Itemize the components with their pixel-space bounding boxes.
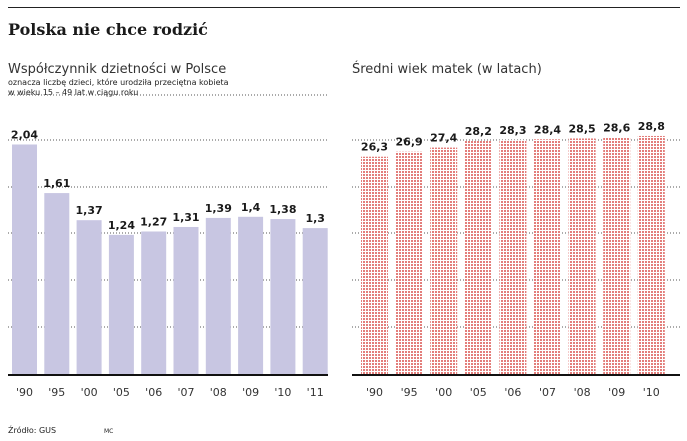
tick-label: '10: [274, 386, 291, 399]
bar: [603, 137, 631, 375]
data-label: 28,2: [465, 125, 492, 138]
bar: [395, 151, 423, 375]
data-label: 1,38: [269, 203, 296, 216]
data-label: 28,5: [569, 122, 596, 135]
bar: [141, 231, 167, 375]
bar: [464, 140, 492, 375]
tick-label: '90: [16, 386, 33, 399]
tick-label: '06: [504, 386, 521, 399]
bar: [76, 220, 102, 375]
data-label: 28,3: [499, 124, 526, 137]
tick-label: '95: [401, 386, 418, 399]
tick-label: '08: [574, 386, 591, 399]
tick-label: '07: [177, 386, 194, 399]
author-credit: MC: [104, 428, 114, 435]
bar: [12, 144, 37, 375]
tick-label: '09: [242, 386, 259, 399]
bar: [361, 156, 388, 375]
bar: [637, 135, 665, 375]
tick-label: '05: [470, 386, 487, 399]
chart-1-subtitle-1: oznacza liczbę dzieci, które urodziła pr…: [8, 78, 229, 87]
data-label: 1,37: [76, 204, 103, 217]
chart-2-title: Średni wiek matek (w latach): [352, 62, 542, 77]
bar: [173, 226, 199, 375]
data-label: 28,8: [638, 120, 665, 133]
data-label: 26,3: [361, 141, 388, 154]
bar: [205, 217, 231, 375]
tick-label: '09: [608, 386, 625, 399]
data-label: 28,4: [534, 123, 561, 136]
tick-label: '05: [113, 386, 130, 399]
data-label: 1,31: [172, 211, 199, 224]
bar: [108, 234, 134, 375]
tick-label: '11: [307, 386, 324, 399]
tick-label: '90: [366, 386, 383, 399]
top-rule: [8, 7, 680, 8]
tick-label: '07: [539, 386, 556, 399]
tick-label: '06: [145, 386, 162, 399]
page-title: Polska nie chce rodzić: [8, 20, 208, 39]
bar: [238, 216, 264, 375]
chart-1-subtitle-2: w wieku 15 – 49 lat w ciągu roku: [8, 88, 139, 97]
bar: [270, 219, 296, 375]
tick-label: '10: [643, 386, 660, 399]
tick-label: '00: [81, 386, 98, 399]
data-label: 28,6: [603, 122, 630, 135]
bar: [302, 228, 328, 375]
data-label: 1,61: [43, 177, 70, 190]
bar: [430, 147, 458, 375]
tick-label: '00: [435, 386, 452, 399]
data-label: 27,4: [430, 132, 457, 145]
data-label: 1,27: [140, 215, 167, 228]
data-label: 1,24: [108, 219, 135, 232]
chart-1-title: Współczynnik dzietności w Polsce: [8, 62, 227, 77]
data-label: 26,9: [396, 136, 423, 149]
data-label: 1,3: [305, 212, 325, 225]
data-label: 1,4: [241, 201, 261, 214]
tick-label: '08: [210, 386, 227, 399]
data-label: 2,04: [11, 128, 38, 141]
bar: [568, 138, 596, 375]
bar: [44, 193, 70, 375]
bar: [534, 139, 561, 375]
data-label: 1,39: [205, 202, 232, 215]
bar: [499, 140, 527, 375]
source-note: Źródło: GUS: [8, 426, 57, 435]
tick-label: '95: [48, 386, 65, 399]
